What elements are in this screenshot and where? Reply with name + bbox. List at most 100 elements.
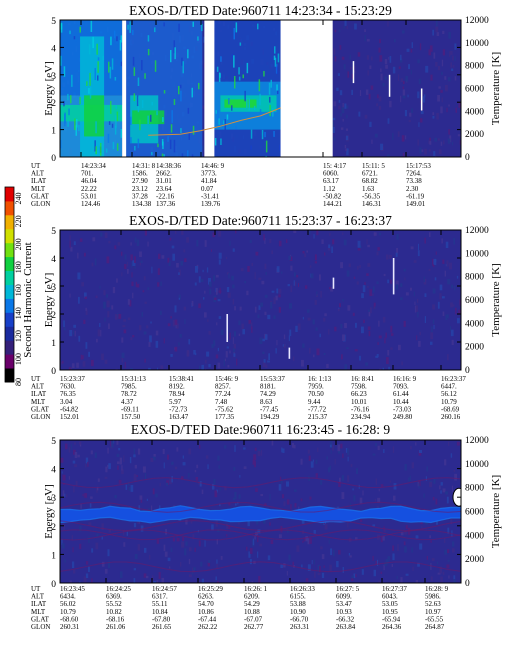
y-tick-label: 2 — [51, 311, 56, 321]
ephemeris-label: GLAT — [31, 192, 50, 200]
panel-3 — [59, 439, 462, 584]
data-gap — [122, 20, 127, 157]
ephemeris-value: 66.23 — [351, 390, 367, 398]
ephemeris-value: -65.55 — [425, 615, 444, 623]
ephemeris-value: 144.21 — [323, 200, 343, 208]
ephemeris-value: 52.63 — [425, 600, 441, 608]
ephemeris-value: 56.12 — [441, 390, 457, 398]
ephemeris-value: 68.82 — [362, 177, 378, 185]
ephemeris-value: 264.36 — [382, 623, 402, 631]
y2-axis-label: Temperature [K] — [490, 52, 502, 125]
ephemeris-value: 61.44 — [393, 390, 409, 398]
ephemeris-value: 14:23:34 — [81, 162, 106, 170]
colorbar-tick-label: 80 — [14, 378, 23, 386]
chart-title: EXOS-D/TED Date:960711 15:23:37 - 16:23:… — [129, 213, 392, 228]
y2-tick-label: 4000 — [465, 531, 484, 541]
y2-tick-label: 12000 — [465, 436, 489, 446]
ephemeris-value: 8181. — [260, 383, 276, 391]
plot-frame — [59, 439, 462, 584]
ephemeris-label: UT — [31, 375, 41, 383]
ephemeris-value: 263.84 — [336, 623, 356, 631]
ephemeris-value: 139.76 — [201, 200, 221, 208]
ephemeris-value: 15:17:53 — [406, 162, 431, 170]
ephemeris-value: 16: 1:13 — [308, 375, 332, 383]
ephemeris-value: 10.01 — [351, 398, 367, 406]
ephemeris-value: 4.37 — [121, 398, 134, 406]
ephemeris-label: ILAT — [31, 390, 47, 398]
ephemeris-value: 46.04 — [81, 177, 97, 185]
y2-tick-label: 8000 — [465, 273, 484, 283]
ephemeris-value: 63.17 — [323, 177, 339, 185]
ephemeris-value: 10.95 — [382, 608, 398, 616]
ephemeris-value: 8257. — [215, 383, 231, 391]
spike — [388, 74, 391, 97]
ephemeris-value: -61.19 — [406, 192, 425, 200]
ephemeris-label: UT — [31, 585, 41, 593]
ephemeris-value: 6263. — [198, 593, 214, 601]
ephemeris-value: -50.82 — [323, 192, 342, 200]
ephemeris-value: 54.70 — [198, 600, 214, 608]
spectrogram-background — [60, 230, 461, 370]
spike — [392, 258, 395, 295]
ephemeris-value: 77.24 — [215, 390, 231, 398]
y2-tick-label: 4000 — [465, 319, 484, 329]
ephemeris-label: ILAT — [31, 600, 47, 608]
ephemeris-value: 31.01 — [156, 177, 172, 185]
y2-tick-label: 6000 — [465, 85, 484, 95]
ephemeris-label: ALT — [31, 593, 45, 601]
y-tick-label: 1 — [51, 339, 56, 349]
ephemeris-value: 194.29 — [260, 413, 280, 421]
colorbar-swatch — [5, 298, 14, 313]
ephemeris-value: 16:27: 5 — [336, 585, 360, 593]
ephemeris-value: 7264. — [406, 170, 422, 178]
ephemeris-value: 10.86 — [198, 608, 214, 616]
ephemeris-value: 6447. — [441, 383, 457, 391]
y-tick-label: 1 — [51, 127, 56, 137]
y-tick-label: 4 — [51, 466, 56, 476]
ephemeris-value: 16:26:33 — [290, 585, 315, 593]
spike — [288, 347, 291, 359]
colorbar-swatch — [5, 242, 14, 258]
ephemeris-value: 8192. — [169, 383, 185, 391]
ephemeris-value: 15:53:37 — [260, 375, 285, 383]
ephemeris-label: UT — [31, 162, 41, 170]
colorbar-swatch — [5, 270, 14, 285]
ephemeris-value: 27.90 — [132, 177, 148, 185]
y2-axis-label: Temperature [K] — [490, 263, 502, 336]
ephemeris-value: 149.01 — [406, 200, 426, 208]
ephemeris-value: 9.44 — [308, 398, 321, 406]
ephemeris-value: 260.16 — [441, 413, 461, 421]
colorbar-swatch — [5, 312, 14, 327]
ephemeris-value: 73.38 — [406, 177, 422, 185]
ephemeris-value: 177.35 — [215, 413, 235, 421]
ephemeris-value: 6369. — [106, 593, 122, 601]
ephemeris-value: -66.32 — [336, 615, 355, 623]
ephemeris-value: -68.16 — [106, 615, 125, 623]
ephemeris-value: 16:27:37 — [382, 585, 407, 593]
ephemeris-value: 6434. — [60, 593, 76, 601]
ephemeris-value: 53.47 — [336, 600, 352, 608]
ephemeris-value: 134.38 — [132, 200, 152, 208]
y-tick-label: 0 — [51, 154, 56, 164]
energy-band — [60, 505, 461, 523]
panel-1 — [59, 19, 462, 158]
ephemeris-value: 15: 4:17 — [323, 162, 347, 170]
ephemeris-value: 53.01 — [81, 192, 97, 200]
data-gap — [204, 20, 215, 157]
ephemeris-label: MLT — [31, 608, 46, 616]
ephemeris-value: 7598. — [351, 383, 367, 391]
ephemeris-value: -68.60 — [60, 615, 79, 623]
ephemeris-value: 22.22 — [81, 185, 97, 193]
ephemeris-value: 23.12 — [132, 185, 148, 193]
ephemeris-value: -56.35 — [362, 192, 381, 200]
spectrogram-3 — [60, 440, 461, 583]
ephemeris-value: 1586. — [132, 170, 148, 178]
y2-tick-label: 0 — [465, 153, 470, 163]
ephemeris-value: 55.11 — [152, 600, 168, 608]
ephemeris-value: 701. — [81, 170, 94, 178]
y2-tick-label: 2000 — [465, 343, 484, 353]
colorbar-tick-label: 140 — [14, 307, 23, 319]
y2-tick-label: 8000 — [465, 484, 484, 494]
ephemeris-value: 10.79 — [441, 398, 457, 406]
ephemeris-value: 37.28 — [132, 192, 148, 200]
